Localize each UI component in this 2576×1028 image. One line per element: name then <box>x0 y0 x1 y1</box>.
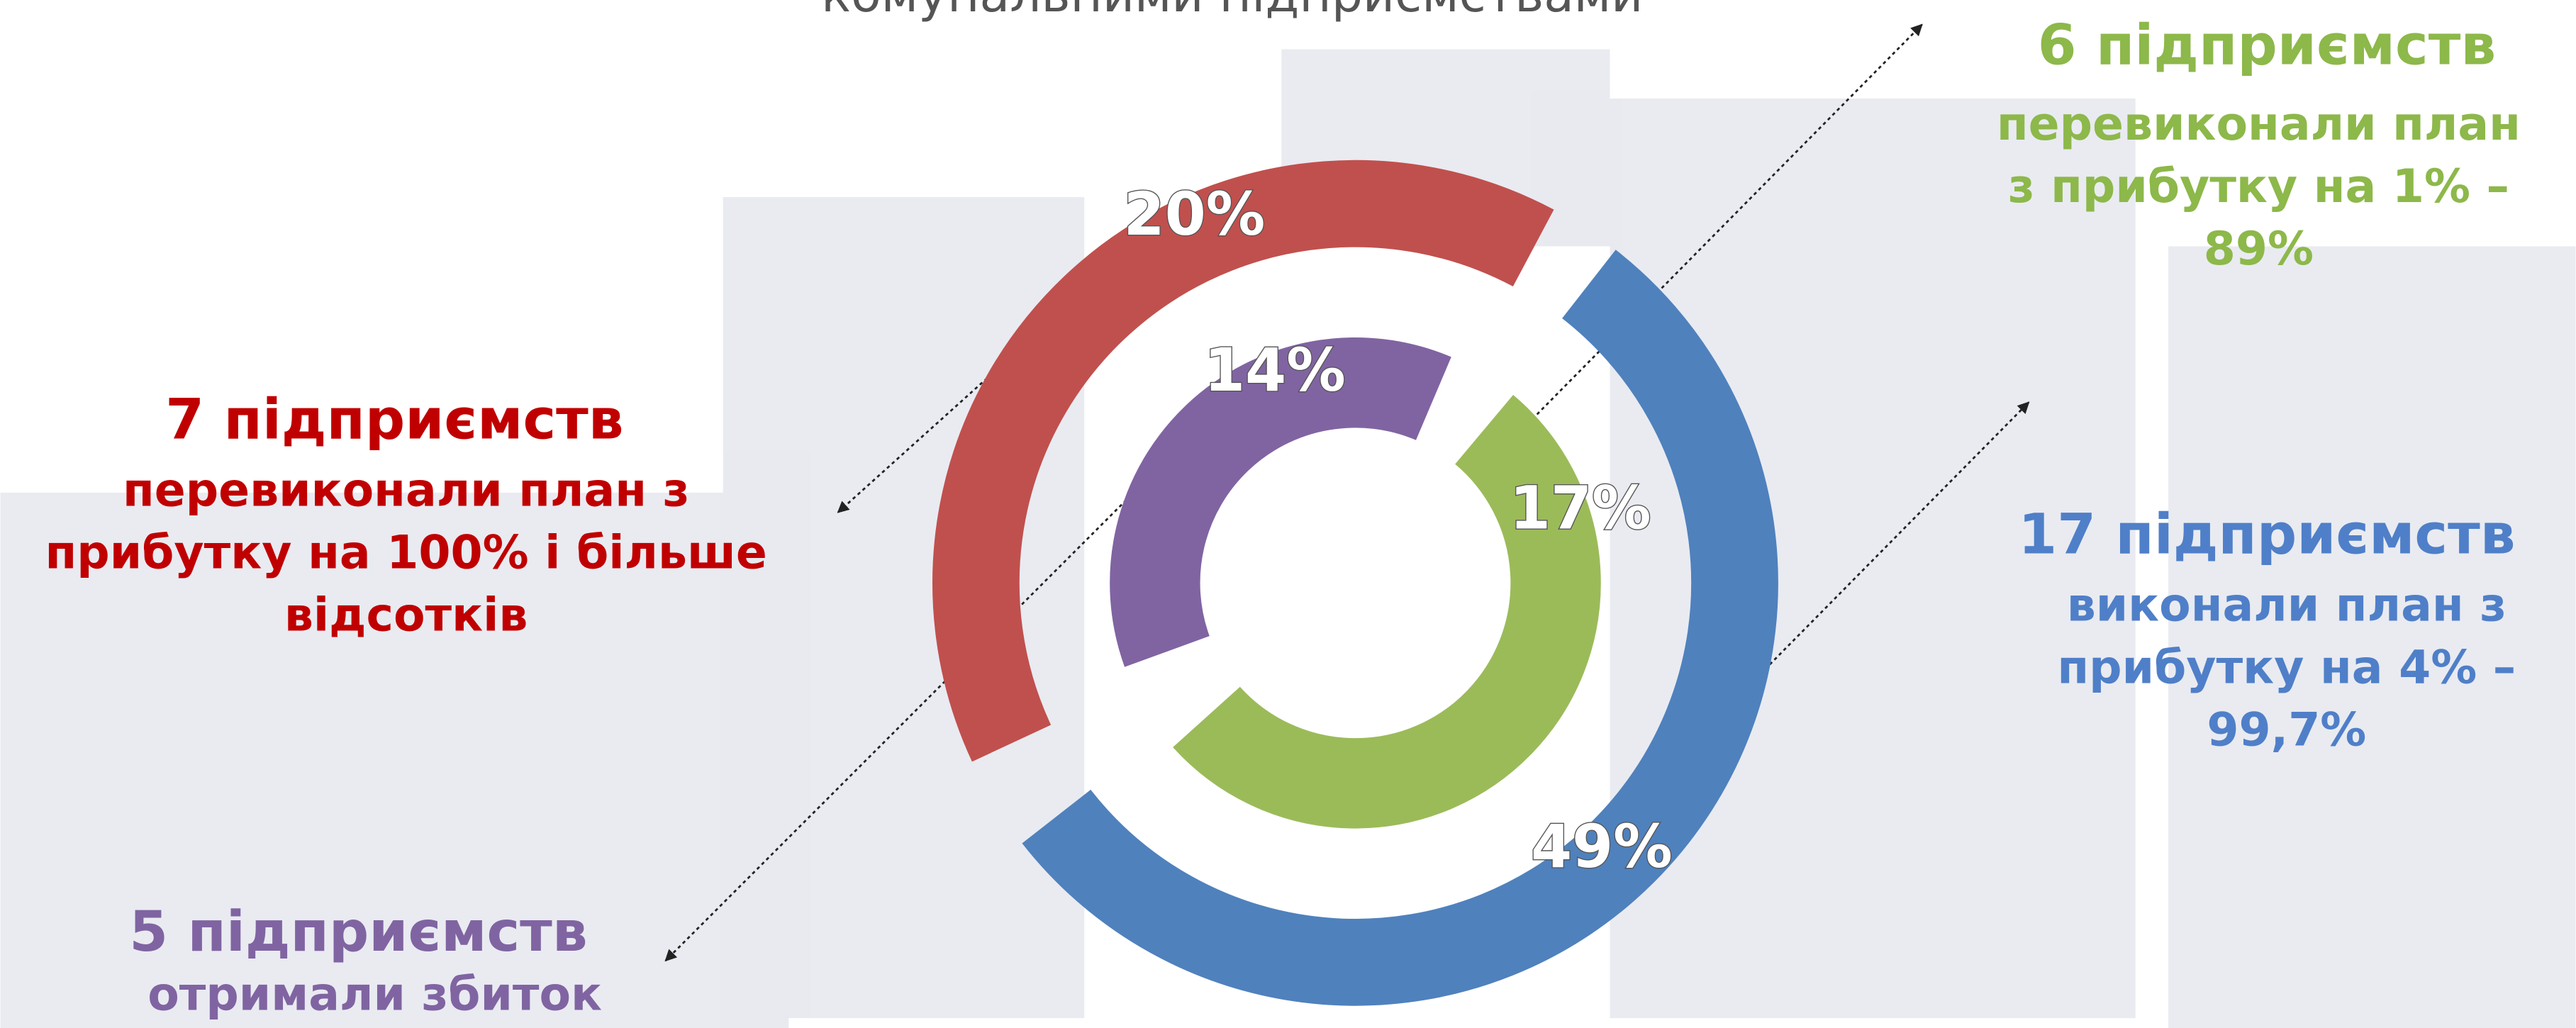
chart: комунальними підприємствами 20% 14% 17% 49%… <box>0 0 2576 1028</box>
annotation-line: прибутку на 100% і більше <box>45 526 766 579</box>
ring-segment <box>1206 430 1556 783</box>
subtitle: комунальними підприємствами <box>821 0 1643 23</box>
annotation-line: перевиконали план <box>1997 98 2521 151</box>
value-label: 14% <box>1204 336 1346 405</box>
annotation-line: 89% <box>2204 223 2314 276</box>
annotation-line: перевиконали план з <box>123 464 689 517</box>
annotation-line: отримали збиток <box>147 968 602 1022</box>
ring-segment <box>1155 383 1434 652</box>
annotation-line: з прибутку на 1% – <box>2008 160 2509 213</box>
value-label: 17% <box>1510 474 1651 543</box>
annotation-title: 7 підприємств <box>165 386 623 452</box>
annotation-title: 6 підприємств <box>2038 12 2496 77</box>
annotation-title: 17 підприємств <box>2018 502 2515 567</box>
annotation-line: 99,7% <box>2207 704 2366 757</box>
value-label: 49% <box>1531 812 1673 881</box>
annotation-line: прибутку на 4% – <box>2057 642 2516 695</box>
annotation-line: виконали план з <box>2067 579 2507 632</box>
annotation-title: 5 підприємств <box>129 899 587 964</box>
value-label: 20% <box>1124 180 1266 249</box>
annotation-line: відсотків <box>284 588 528 642</box>
